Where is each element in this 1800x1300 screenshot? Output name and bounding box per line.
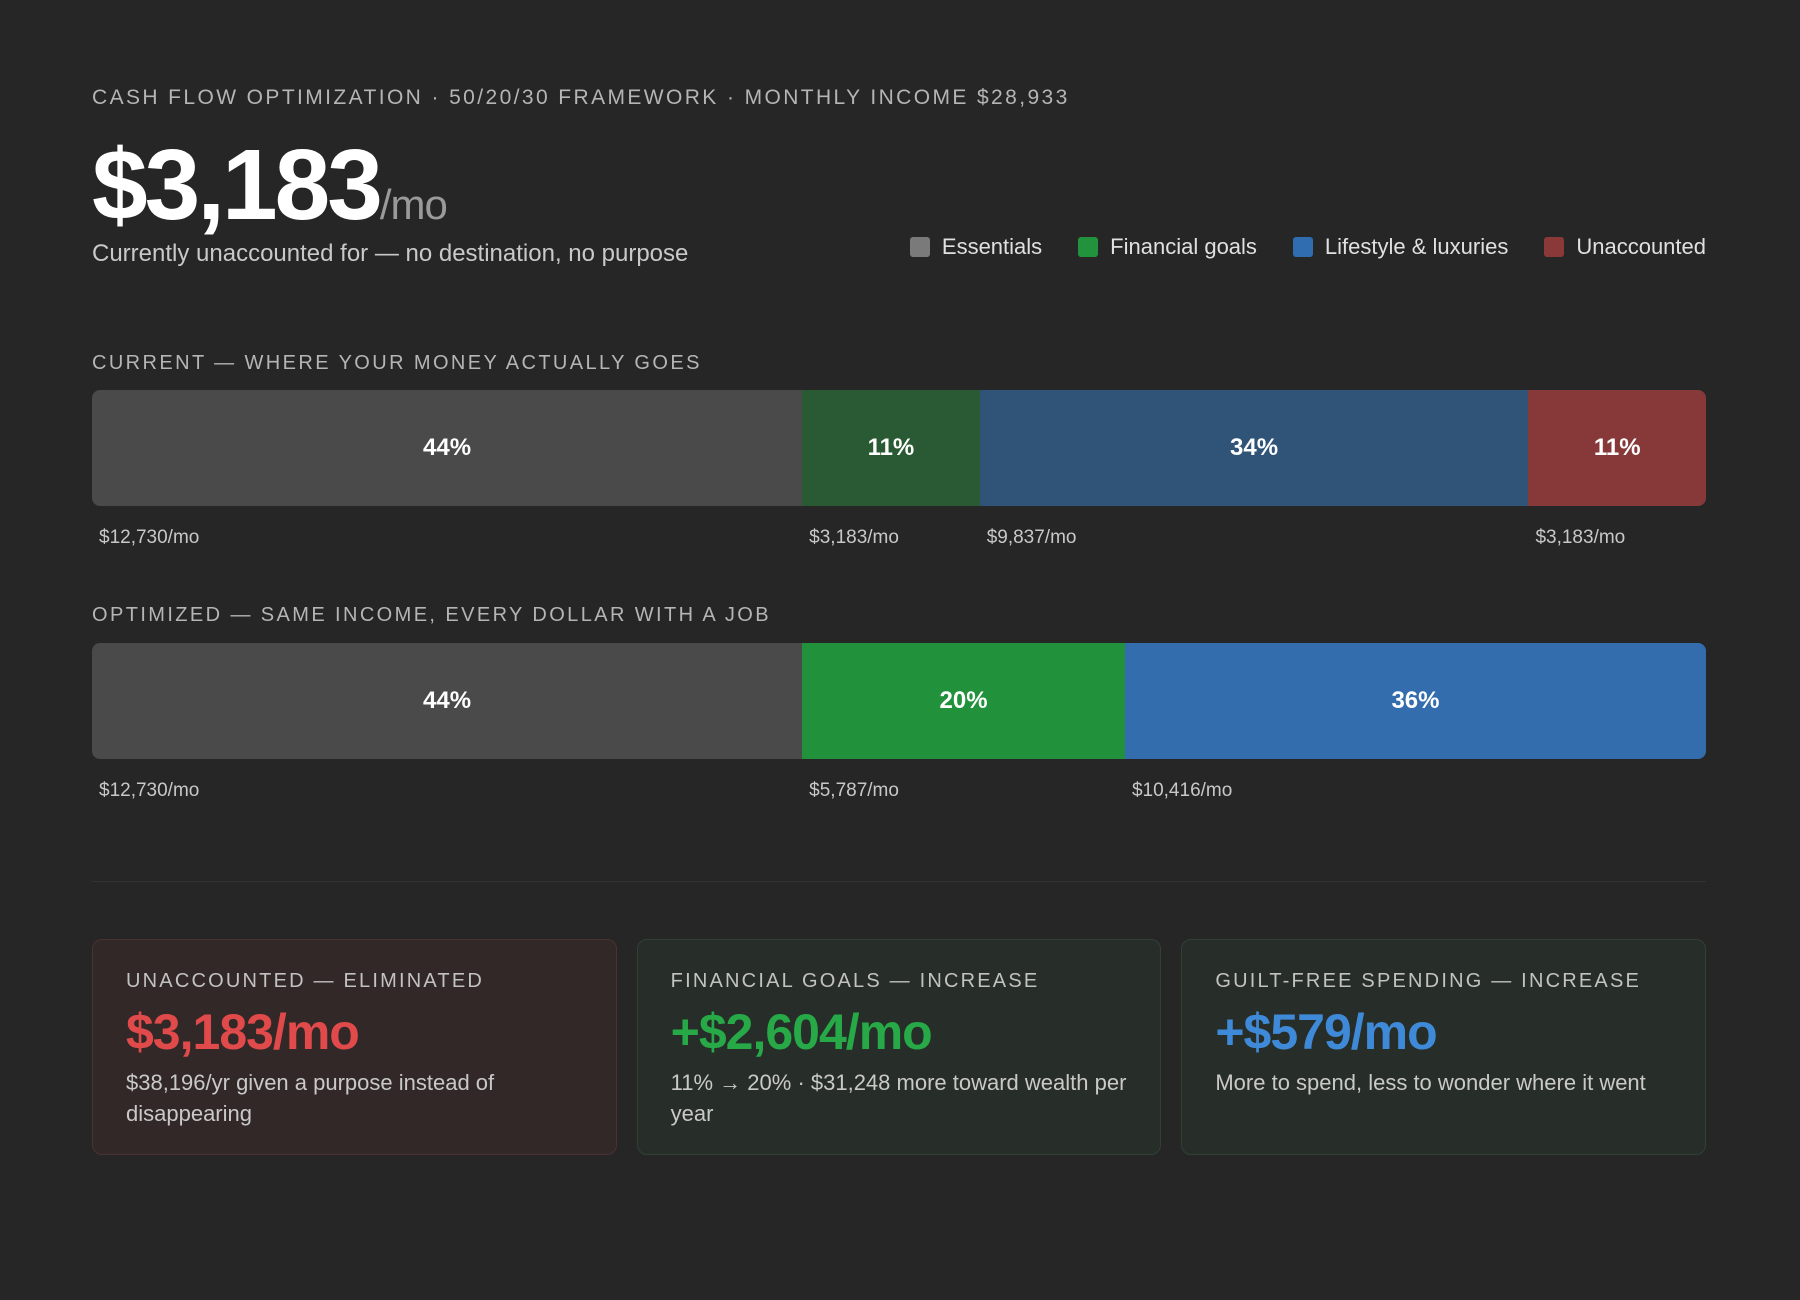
segment-amount-label: $5,787/mo [809, 780, 899, 801]
segment-percent-label: 34% [1230, 434, 1279, 461]
segment-percent-label: 44% [423, 434, 472, 461]
card-value: $3,183/mo [126, 1004, 360, 1060]
segment-amount-label: $12,730/mo [99, 527, 200, 548]
bar-segment-financial-goals: 20% [802, 643, 1125, 759]
bar-segment-financial-goals: 11% [802, 390, 980, 506]
big-unit: /mo [379, 181, 448, 228]
card-unaccounted: UNACCOUNTED — ELIMINATED $3,183/mo $38,1… [92, 939, 617, 1155]
bar-segment-lifestyle-luxuries: 36% [1124, 643, 1706, 759]
segment-percent-label: 36% [1391, 687, 1440, 714]
card-title: FINANCIAL GOALS — INCREASE [670, 970, 1040, 992]
legend-swatch-unaccounted [1544, 237, 1565, 257]
legend-label: Unaccounted [1576, 234, 1706, 259]
page-subtitle: Currently unaccounted for — no destinati… [92, 240, 689, 267]
segment-percent-label: 20% [939, 687, 988, 714]
card-title: GUILT-FREE SPENDING — INCREASE [1215, 970, 1642, 992]
legend-item-financial-goals: Financial goals [1078, 234, 1257, 260]
unaccounted-amount: $3,183/mo [92, 128, 448, 243]
legend-item-essentials: Essentials [909, 234, 1043, 260]
legend-swatch-financial-goals [1078, 237, 1099, 257]
legend-item-lifestyle: Lifestyle & luxuries [1292, 234, 1509, 260]
divider [92, 881, 1706, 882]
card-description: More to spend, less to wonder where it w… [1215, 1070, 1646, 1095]
page-eyebrow: CASH FLOW OPTIMIZATION · 50/20/30 FRAMEW… [92, 86, 1070, 109]
legend-swatch-essentials [909, 237, 930, 257]
card-value: +$2,604/mo [670, 1004, 933, 1060]
card-guilt-free-spending: GUILT-FREE SPENDING — INCREASE +$579/mo … [1181, 939, 1707, 1155]
current-stacked-bar: 44% 11% 34% 11% [92, 390, 1706, 506]
card-value: +$579/mo [1215, 1004, 1437, 1060]
current-section-label: CURRENT — WHERE YOUR MONEY ACTUALLY GOES [92, 352, 702, 374]
legend: Essentials Financial goals Lifestyle & l… [909, 234, 1706, 260]
segment-percent-label: 11% [867, 434, 915, 461]
current-amounts: $12,730/mo $3,183/mo $9,837/mo $3,183/mo [92, 527, 1706, 557]
bar-segment-unaccounted: 11% [1528, 390, 1706, 506]
card-financial-goals: FINANCIAL GOALS — INCREASE +$2,604/mo 11… [636, 939, 1162, 1155]
legend-label: Essentials [941, 234, 1043, 259]
card-description: $38,196/yr given a purpose instead of di… [126, 1070, 495, 1126]
segment-percent-label: 11% [1593, 434, 1641, 461]
bar-segment-essentials: 44% [92, 390, 803, 506]
bar-segment-lifestyle-luxuries: 34% [979, 390, 1529, 506]
big-value: $3,183 [92, 129, 383, 241]
bar-segment-essentials: 44% [92, 643, 803, 759]
segment-amount-label: $3,183/mo [1535, 527, 1626, 548]
legend-item-unaccounted: Unaccounted [1544, 234, 1706, 260]
legend-swatch-lifestyle [1292, 237, 1313, 257]
card-description: 11% → 20% · $31,248 more toward wealth p… [670, 1070, 1127, 1126]
legend-label: Lifestyle & luxuries [1324, 234, 1509, 259]
segment-amount-label: $9,837/mo [986, 527, 1077, 548]
card-title: UNACCOUNTED — ELIMINATED [126, 970, 485, 992]
segment-amount-label: $3,183/mo [809, 527, 899, 548]
optimized-section-label: OPTIMIZED — SAME INCOME, EVERY DOLLAR WI… [92, 604, 772, 626]
summary-cards: UNACCOUNTED — ELIMINATED $3,183/mo $38,1… [92, 939, 1707, 1155]
segment-amount-label: $12,730/mo [99, 780, 200, 801]
segment-amount-label: $10,416/mo [1131, 780, 1233, 801]
optimized-stacked-bar: 44% 20% 36% [92, 643, 1706, 759]
optimized-amounts: $12,730/mo $5,787/mo $10,416/mo [92, 780, 1706, 810]
legend-label: Financial goals [1110, 234, 1257, 259]
segment-percent-label: 44% [423, 687, 472, 714]
